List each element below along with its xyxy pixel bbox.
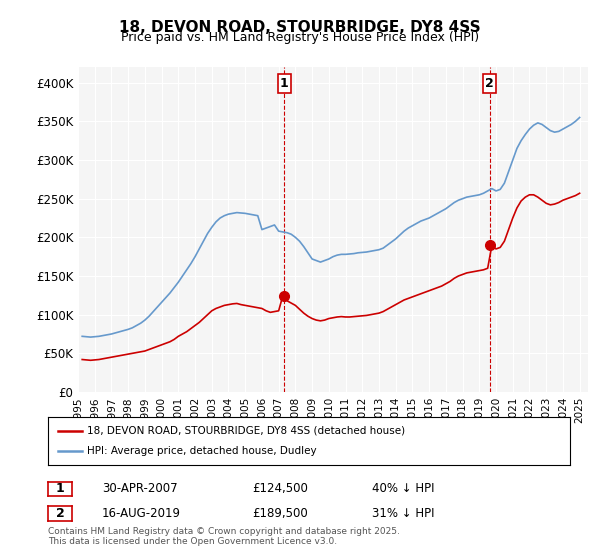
- Text: Contains HM Land Registry data © Crown copyright and database right 2025.
This d: Contains HM Land Registry data © Crown c…: [48, 526, 400, 546]
- FancyBboxPatch shape: [278, 74, 290, 93]
- FancyBboxPatch shape: [484, 74, 496, 93]
- Text: HPI: Average price, detached house, Dudley: HPI: Average price, detached house, Dudl…: [87, 446, 317, 456]
- Text: 18, DEVON ROAD, STOURBRIDGE, DY8 4SS: 18, DEVON ROAD, STOURBRIDGE, DY8 4SS: [119, 20, 481, 35]
- Text: £124,500: £124,500: [252, 482, 308, 496]
- Text: Price paid vs. HM Land Registry's House Price Index (HPI): Price paid vs. HM Land Registry's House …: [121, 31, 479, 44]
- Text: 18, DEVON ROAD, STOURBRIDGE, DY8 4SS (detached house): 18, DEVON ROAD, STOURBRIDGE, DY8 4SS (de…: [87, 426, 405, 436]
- Text: 16-AUG-2019: 16-AUG-2019: [102, 507, 181, 520]
- Text: 31% ↓ HPI: 31% ↓ HPI: [372, 507, 434, 520]
- Text: 2: 2: [485, 77, 494, 90]
- Text: £189,500: £189,500: [252, 507, 308, 520]
- Text: 30-APR-2007: 30-APR-2007: [102, 482, 178, 496]
- Text: 1: 1: [280, 77, 289, 90]
- Text: 1: 1: [56, 482, 64, 496]
- Text: 2: 2: [56, 507, 64, 520]
- Text: 40% ↓ HPI: 40% ↓ HPI: [372, 482, 434, 496]
